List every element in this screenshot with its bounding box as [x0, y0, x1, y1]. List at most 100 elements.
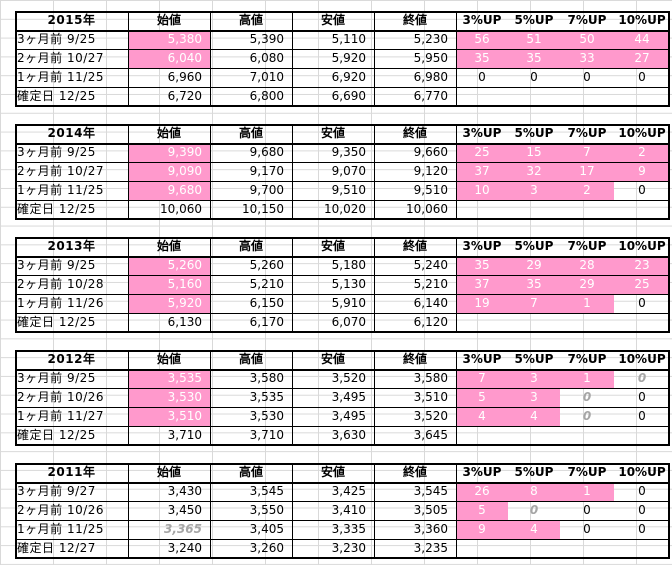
year-label[interactable]: 2012年	[47, 352, 96, 366]
up-count-cell[interactable]: 0	[638, 70, 646, 84]
price-cell[interactable]: 3,360	[413, 522, 448, 536]
row-label[interactable]: 確定日 12/25	[17, 202, 96, 216]
price-cell[interactable]: 9,510	[331, 183, 366, 197]
up-count-cell[interactable]	[560, 313, 614, 332]
price-cell[interactable]: 9,090	[128, 162, 210, 181]
price-cell[interactable]: 3,710	[249, 428, 284, 442]
up-count-cell[interactable]: 35	[456, 256, 508, 275]
price-cell[interactable]: 3,240	[167, 541, 202, 555]
price-cell[interactable]: 6,800	[249, 89, 284, 103]
up-count-cell[interactable]: 0	[583, 70, 591, 84]
column-header[interactable]: 3%UP	[462, 352, 502, 366]
column-header[interactable]: 終値	[402, 13, 427, 27]
up-count-cell[interactable]: 27	[614, 49, 670, 68]
price-cell[interactable]: 3,535	[128, 369, 210, 388]
price-cell[interactable]: 9,070	[331, 164, 366, 178]
price-cell[interactable]: 3,430	[167, 484, 202, 498]
row-label[interactable]: 2ヶ月前 10/26	[17, 390, 105, 404]
price-cell[interactable]: 3,550	[249, 503, 284, 517]
column-header[interactable]: 3%UP	[462, 465, 502, 479]
up-count-cell[interactable]	[456, 200, 508, 219]
up-count-cell[interactable]	[456, 313, 508, 332]
price-cell[interactable]: 3,510	[413, 390, 448, 404]
up-count-cell[interactable]	[508, 539, 560, 558]
row-label[interactable]: 1ヶ月前 11/27	[17, 409, 105, 423]
column-header[interactable]: 終値	[402, 352, 427, 366]
column-header[interactable]: 高値	[238, 126, 263, 140]
column-header[interactable]: 安値	[320, 13, 345, 27]
up-count-cell[interactable]: 5	[456, 388, 508, 407]
up-count-cell[interactable]	[560, 539, 614, 558]
up-count-cell[interactable]	[614, 539, 670, 558]
price-cell[interactable]: 5,920	[331, 51, 366, 65]
row-label[interactable]: 3ヶ月前 9/25	[17, 145, 96, 159]
up-count-cell[interactable]: 25	[456, 143, 508, 162]
up-count-cell[interactable]: 2	[614, 143, 670, 162]
column-header[interactable]: 7%UP	[567, 126, 607, 140]
price-cell[interactable]: 3,520	[413, 409, 448, 423]
price-cell[interactable]: 3,365	[164, 522, 202, 536]
column-header[interactable]: 高値	[238, 239, 263, 253]
up-count-cell[interactable]: 4	[508, 520, 560, 539]
up-count-cell[interactable]: 1	[560, 294, 614, 313]
row-label[interactable]: 3ヶ月前 9/25	[17, 32, 96, 46]
column-header[interactable]: 3%UP	[462, 126, 502, 140]
price-cell[interactable]: 3,505	[413, 503, 448, 517]
row-label[interactable]: 確定日 12/25	[17, 428, 96, 442]
price-cell[interactable]: 6,920	[331, 70, 366, 84]
year-label[interactable]: 2011年	[47, 465, 96, 479]
price-cell[interactable]: 5,160	[128, 275, 210, 294]
up-count-cell[interactable]: 37	[456, 162, 508, 181]
up-count-cell[interactable]: 4	[508, 407, 560, 426]
row-label[interactable]: 3ヶ月前 9/27	[17, 484, 96, 498]
column-header[interactable]: 7%UP	[567, 352, 607, 366]
up-count-cell[interactable]: 33	[560, 49, 614, 68]
up-count-cell[interactable]: 1	[560, 482, 614, 501]
price-cell[interactable]: 5,130	[331, 277, 366, 291]
price-cell[interactable]: 9,350	[331, 145, 366, 159]
up-count-cell[interactable]: 23	[614, 256, 670, 275]
price-cell[interactable]: 6,130	[167, 315, 202, 329]
up-count-cell[interactable]: 4	[456, 407, 508, 426]
column-header[interactable]: 3%UP	[462, 239, 502, 253]
price-cell[interactable]: 5,210	[413, 277, 448, 291]
column-header[interactable]: 終値	[402, 126, 427, 140]
up-count-cell[interactable]	[456, 539, 508, 558]
price-cell[interactable]: 10,150	[242, 202, 284, 216]
up-count-cell[interactable]: 29	[560, 275, 614, 294]
price-cell[interactable]: 9,660	[413, 145, 448, 159]
price-cell[interactable]: 10,060	[160, 202, 202, 216]
price-cell[interactable]: 7,010	[249, 70, 284, 84]
up-count-cell[interactable]: 0	[583, 503, 591, 517]
up-count-cell[interactable]	[456, 87, 508, 106]
up-count-cell[interactable]: 0	[582, 409, 592, 423]
price-cell[interactable]: 9,510	[413, 183, 448, 197]
column-header[interactable]: 安値	[320, 352, 345, 366]
price-cell[interactable]: 3,235	[413, 541, 448, 555]
price-cell[interactable]: 6,140	[413, 296, 448, 310]
up-count-cell[interactable]: 0	[637, 371, 647, 385]
up-count-cell[interactable]	[508, 313, 560, 332]
row-label[interactable]: 2ヶ月前 10/27	[17, 164, 105, 178]
up-count-cell[interactable]: 37	[456, 275, 508, 294]
column-header[interactable]: 3%UP	[462, 13, 502, 27]
row-label[interactable]: 1ヶ月前 11/25	[17, 183, 105, 197]
price-cell[interactable]: 3,510	[128, 407, 210, 426]
column-header[interactable]: 高値	[238, 352, 263, 366]
up-count-cell[interactable]	[614, 426, 670, 445]
price-cell[interactable]: 6,150	[249, 296, 284, 310]
price-cell[interactable]: 5,390	[249, 32, 284, 46]
up-count-cell[interactable]: 0	[638, 183, 646, 197]
price-cell[interactable]: 9,170	[249, 164, 284, 178]
price-cell[interactable]: 5,910	[331, 296, 366, 310]
up-count-cell[interactable]	[560, 87, 614, 106]
price-cell[interactable]: 3,425	[331, 484, 366, 498]
column-header[interactable]: 安値	[320, 126, 345, 140]
up-count-cell[interactable]: 15	[508, 143, 560, 162]
price-cell[interactable]: 5,210	[249, 277, 284, 291]
row-label[interactable]: 2ヶ月前 10/28	[17, 277, 105, 291]
up-count-cell[interactable]: 7	[456, 369, 508, 388]
price-cell[interactable]: 9,120	[413, 164, 448, 178]
up-count-cell[interactable]: 29	[508, 256, 560, 275]
up-count-cell[interactable]	[614, 313, 670, 332]
